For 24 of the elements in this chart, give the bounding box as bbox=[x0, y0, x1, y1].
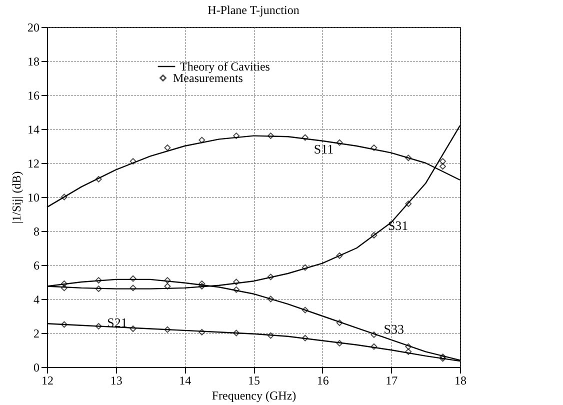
annotation: S33 bbox=[384, 322, 404, 337]
y-tick-label: 18 bbox=[28, 54, 40, 68]
x-tick-label: 16 bbox=[316, 374, 329, 388]
x-axis-title: Frequency (GHz) bbox=[212, 388, 296, 402]
y-tick-label: 4 bbox=[34, 292, 40, 306]
annotation: S11 bbox=[314, 141, 334, 156]
y-tick-label: 6 bbox=[34, 258, 40, 272]
y-tick-label: 16 bbox=[28, 88, 40, 102]
y-tick-label: 12 bbox=[28, 156, 40, 170]
x-tick-label: 14 bbox=[179, 374, 192, 388]
x-tick-label: 17 bbox=[386, 374, 398, 388]
x-tick-label: 18 bbox=[454, 374, 466, 388]
chart-title: H-Plane T-junction bbox=[208, 3, 300, 17]
y-tick-label: 8 bbox=[34, 224, 40, 238]
y-tick-label: 10 bbox=[28, 190, 40, 204]
y-tick-label: 2 bbox=[34, 326, 40, 340]
y-tick-label: 14 bbox=[28, 122, 40, 136]
legend-label: Theory of Cavities bbox=[180, 60, 270, 74]
x-tick-label: 13 bbox=[110, 374, 122, 388]
annotation: S31 bbox=[388, 218, 408, 233]
y-tick-label: 0 bbox=[34, 360, 40, 374]
x-tick-label: 15 bbox=[248, 374, 260, 388]
y-tick-label: 20 bbox=[28, 20, 40, 34]
y-axis-title: |1/Sij| (dB) bbox=[10, 171, 24, 224]
